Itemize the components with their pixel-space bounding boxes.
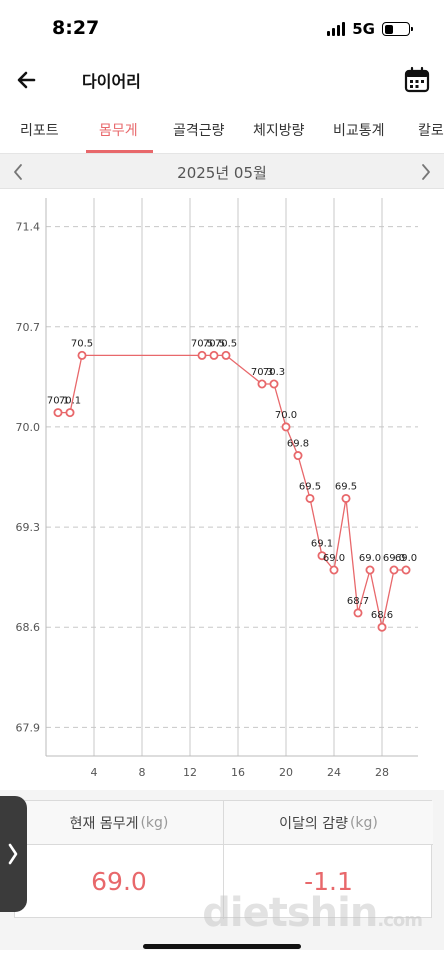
back-button[interactable]: [14, 66, 42, 94]
weight-data-point: [257, 379, 267, 389]
weight-data-point: [353, 608, 363, 618]
tab-weight[interactable]: 몸무게: [99, 123, 138, 139]
weight-data-label: 70.1: [47, 396, 69, 407]
weight-data-point: [293, 451, 303, 461]
summary-section: 현재 몸무게 (kg) 69.0 이달의 감량 (kg) -1.1: [0, 790, 444, 950]
current-weight-value: 69.0: [91, 866, 147, 896]
watermark-logo: dietshin.com: [202, 890, 423, 936]
y-tick-label: 68.6: [16, 621, 41, 634]
tab-calories[interactable]: 칼로: [418, 123, 444, 139]
y-tick-label: 70.7: [16, 321, 41, 334]
weight-data-point: [281, 422, 291, 432]
weight-data-label: 70.5: [191, 338, 213, 349]
weight-data-label: 70.5: [203, 338, 225, 349]
current-weight-label: 현재 몸무게: [69, 815, 139, 832]
x-tick-label: 4: [91, 766, 98, 779]
weight-data-point: [389, 565, 399, 575]
weight-data-label: 69.0: [395, 553, 417, 564]
weight-data-point: [377, 622, 387, 632]
status-time: 8:27: [52, 17, 100, 39]
weight-data-point: [77, 350, 87, 360]
weight-data-label: 69.0: [359, 553, 381, 564]
summary-table: 현재 몸무게 (kg) 69.0 이달의 감량 (kg) -1.1: [14, 800, 433, 919]
monthly-loss-label: 이달의 감량: [279, 815, 348, 832]
side-drawer-handle[interactable]: [0, 796, 27, 912]
weight-data-label: 68.7: [347, 596, 369, 607]
weight-data-label: 69.8: [287, 439, 309, 450]
weight-data-point: [317, 551, 327, 561]
monthly-loss-cell: 이달의 감량 (kg) -1.1: [224, 801, 433, 919]
tab-report[interactable]: 리포트: [20, 123, 59, 139]
monthly-loss-value: -1.1: [304, 866, 353, 896]
chevron-left-icon: [14, 164, 22, 180]
weight-chart: 4 8 12 16 20 24 28 71.4 70.7 70.0 69.3 68.6 67.9 70.1…: [0, 190, 444, 790]
monthly-loss-header: 이달의 감량 (kg): [224, 801, 433, 845]
weight-data-label: 70.3: [263, 367, 285, 378]
y-tick-label: 71.4: [16, 221, 41, 234]
weight-data-label: 69.5: [299, 481, 321, 492]
y-tick-label: 69.3: [16, 521, 41, 534]
weight-data-point: [305, 493, 315, 503]
home-indicator: [143, 944, 301, 949]
weight-data-point: [341, 493, 351, 503]
app-header: 다이어리: [0, 58, 444, 102]
current-weight-unit: (kg): [140, 814, 169, 831]
weight-data-point: [65, 408, 75, 418]
current-weight-header: 현재 몸무게 (kg): [15, 801, 223, 845]
weight-line-chart: 4 8 12 16 20 24 28 71.4 70.7 70.0 69.3 68.6 67.9 70.1…: [16, 198, 418, 779]
status-indicators: 5G: [327, 20, 413, 38]
prev-month-button[interactable]: [10, 162, 26, 182]
watermark-suffix: .com: [377, 910, 423, 931]
watermark-main: dietshin: [202, 890, 378, 936]
chevron-right-icon: [422, 164, 430, 180]
weight-data-point: [209, 350, 219, 360]
weight-data-label: 69.5: [335, 481, 357, 492]
active-tab-indicator: [86, 150, 153, 153]
page-title: 다이어리: [82, 72, 141, 91]
network-type: 5G: [352, 20, 375, 38]
chevron-right-icon: [8, 843, 18, 865]
current-weight-cell: 현재 몸무게 (kg) 69.0: [15, 801, 224, 919]
weight-data-label: 70.3: [251, 367, 273, 378]
weight-data-point: [53, 408, 63, 418]
tab-body-fat[interactable]: 체지방량: [253, 123, 305, 139]
weight-data-point: [365, 565, 375, 575]
weight-data-label: 68.6: [371, 610, 393, 621]
weight-data-point: [401, 565, 411, 575]
monthly-loss-unit: (kg): [349, 814, 378, 831]
tab-bar: 리포트 몸무게 골격근량 체지방량 비교통계 칼로: [0, 110, 444, 154]
next-month-button[interactable]: [418, 162, 434, 182]
weight-data-label: 70.0: [275, 410, 297, 421]
x-tick-label: 20: [279, 766, 293, 779]
weight-data-label: 69.0: [323, 553, 345, 564]
weight-data-point: [329, 565, 339, 575]
arrow-left-icon: [17, 71, 36, 89]
tab-comparison-stats[interactable]: 비교통계: [333, 123, 385, 139]
x-tick-label: 16: [231, 766, 245, 779]
battery-icon: [382, 22, 413, 36]
x-tick-label: 28: [375, 766, 389, 779]
month-navigator: 2025년 05월: [0, 154, 444, 189]
weight-data-label: 70.5: [71, 338, 93, 349]
calendar-icon: [404, 66, 430, 93]
weight-data-label: 70.1: [59, 396, 81, 407]
x-tick-label: 24: [327, 766, 341, 779]
weight-data-label: 70.5: [215, 338, 237, 349]
weight-data-point: [197, 350, 207, 360]
status-bar: 8:27 5G: [0, 0, 444, 58]
signal-icon: [327, 22, 346, 36]
weight-data-point: [269, 379, 279, 389]
x-tick-label: 8: [139, 766, 146, 779]
x-tick-label: 12: [183, 766, 197, 779]
y-tick-label: 70.0: [16, 421, 41, 434]
calendar-button[interactable]: [404, 66, 430, 94]
tab-muscle-mass[interactable]: 골격근량: [173, 123, 225, 139]
y-tick-label: 67.9: [16, 721, 41, 734]
month-label: 2025년 05월: [177, 164, 267, 182]
weight-data-label: 69.1: [311, 539, 333, 550]
weight-data-label: 69.0: [383, 553, 405, 564]
weight-data-point: [221, 350, 231, 360]
